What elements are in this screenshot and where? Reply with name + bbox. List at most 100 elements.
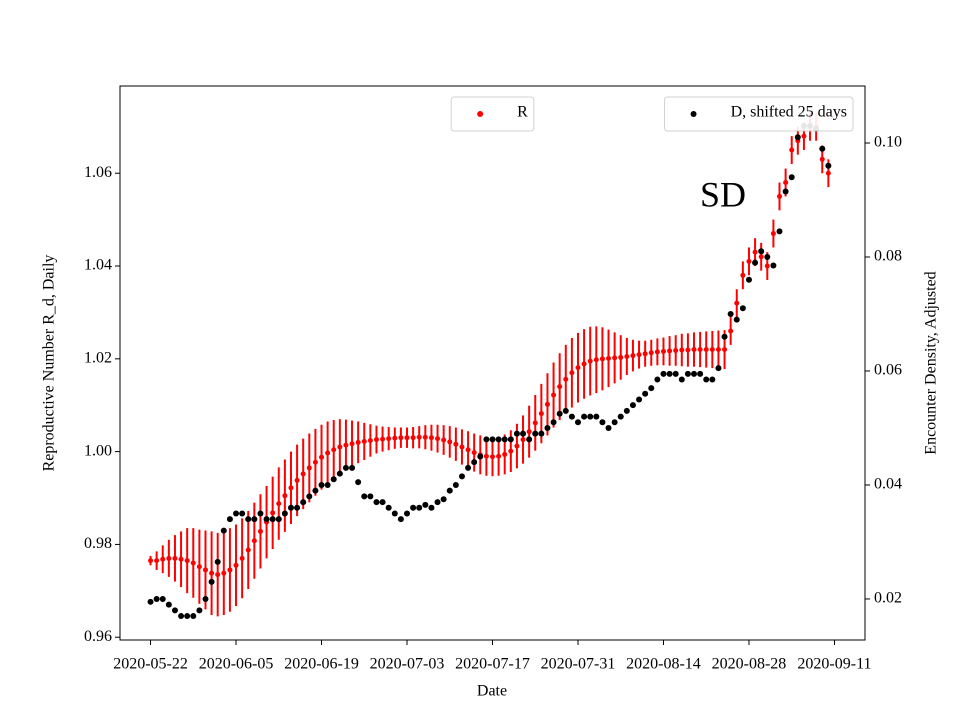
point xyxy=(410,435,416,441)
point xyxy=(215,572,221,578)
point xyxy=(190,560,196,566)
point xyxy=(745,276,752,283)
point xyxy=(184,613,191,620)
point xyxy=(538,430,545,437)
point xyxy=(630,353,636,359)
point xyxy=(270,510,276,516)
point xyxy=(209,570,215,576)
point xyxy=(496,453,502,459)
point xyxy=(379,499,386,506)
legend-marker xyxy=(690,111,697,117)
x-tick-label: 2020-07-31 xyxy=(541,656,616,673)
point xyxy=(281,510,288,517)
y-tick-label: 1.04 xyxy=(84,257,112,274)
point xyxy=(556,410,563,417)
point xyxy=(642,351,648,357)
point xyxy=(490,454,495,460)
point xyxy=(673,347,679,353)
x-tick-label: 2020-08-28 xyxy=(712,656,787,673)
point xyxy=(220,527,227,534)
x-tick-label: 2020-05-22 xyxy=(113,656,188,673)
point xyxy=(660,348,666,354)
point xyxy=(428,435,434,441)
point xyxy=(452,481,459,488)
legend-marker xyxy=(477,111,484,117)
point xyxy=(257,510,264,517)
point xyxy=(416,434,422,440)
y-tick-label: 1.00 xyxy=(84,442,112,459)
point xyxy=(440,496,447,503)
point xyxy=(562,407,569,414)
point xyxy=(672,370,679,377)
point xyxy=(465,464,472,471)
point xyxy=(196,607,203,614)
point xyxy=(404,435,410,441)
point xyxy=(287,504,294,511)
point xyxy=(715,365,722,372)
point xyxy=(306,465,312,471)
point xyxy=(435,436,441,442)
point xyxy=(202,595,209,602)
point xyxy=(489,436,496,443)
point xyxy=(294,477,300,483)
point xyxy=(599,356,605,362)
y2-tick-label: 0.04 xyxy=(874,476,902,493)
point xyxy=(783,180,789,186)
point xyxy=(666,370,673,377)
point xyxy=(612,355,618,361)
point xyxy=(568,413,575,420)
point xyxy=(697,370,704,377)
point xyxy=(520,437,526,443)
point xyxy=(752,259,759,266)
point xyxy=(477,453,484,460)
point xyxy=(325,450,331,456)
point xyxy=(251,516,258,523)
point xyxy=(312,459,318,465)
point xyxy=(214,558,221,565)
point xyxy=(581,361,587,367)
point xyxy=(398,435,404,441)
point xyxy=(789,147,795,153)
point xyxy=(483,453,489,459)
point xyxy=(593,413,600,420)
point xyxy=(679,347,685,353)
point xyxy=(685,347,691,353)
point xyxy=(728,328,734,334)
point xyxy=(507,436,514,443)
point xyxy=(697,347,703,353)
point xyxy=(385,504,392,511)
point xyxy=(458,473,465,480)
point xyxy=(721,333,728,340)
y-tick-label: 1.06 xyxy=(84,164,112,181)
point xyxy=(391,510,398,517)
point xyxy=(160,556,166,562)
point xyxy=(148,558,154,564)
point xyxy=(819,145,826,152)
y2-axis-label: Encounter Density, Adjusted xyxy=(923,271,940,454)
point xyxy=(825,170,831,176)
point xyxy=(764,263,770,269)
point xyxy=(410,504,417,511)
point xyxy=(178,613,185,620)
point xyxy=(392,435,398,441)
point xyxy=(355,439,361,445)
point xyxy=(825,162,832,169)
point xyxy=(508,448,514,454)
point xyxy=(300,471,306,477)
point xyxy=(171,607,178,614)
point xyxy=(459,444,465,450)
point xyxy=(226,516,233,523)
point xyxy=(532,430,539,437)
point xyxy=(447,439,453,445)
point xyxy=(764,253,771,260)
point xyxy=(514,443,520,449)
y2-tick-label: 0.02 xyxy=(874,590,902,607)
point xyxy=(599,419,606,426)
point xyxy=(251,538,257,544)
legend: R xyxy=(450,96,535,132)
point xyxy=(642,390,649,397)
point xyxy=(343,442,349,448)
point xyxy=(733,316,740,323)
point xyxy=(166,555,172,561)
